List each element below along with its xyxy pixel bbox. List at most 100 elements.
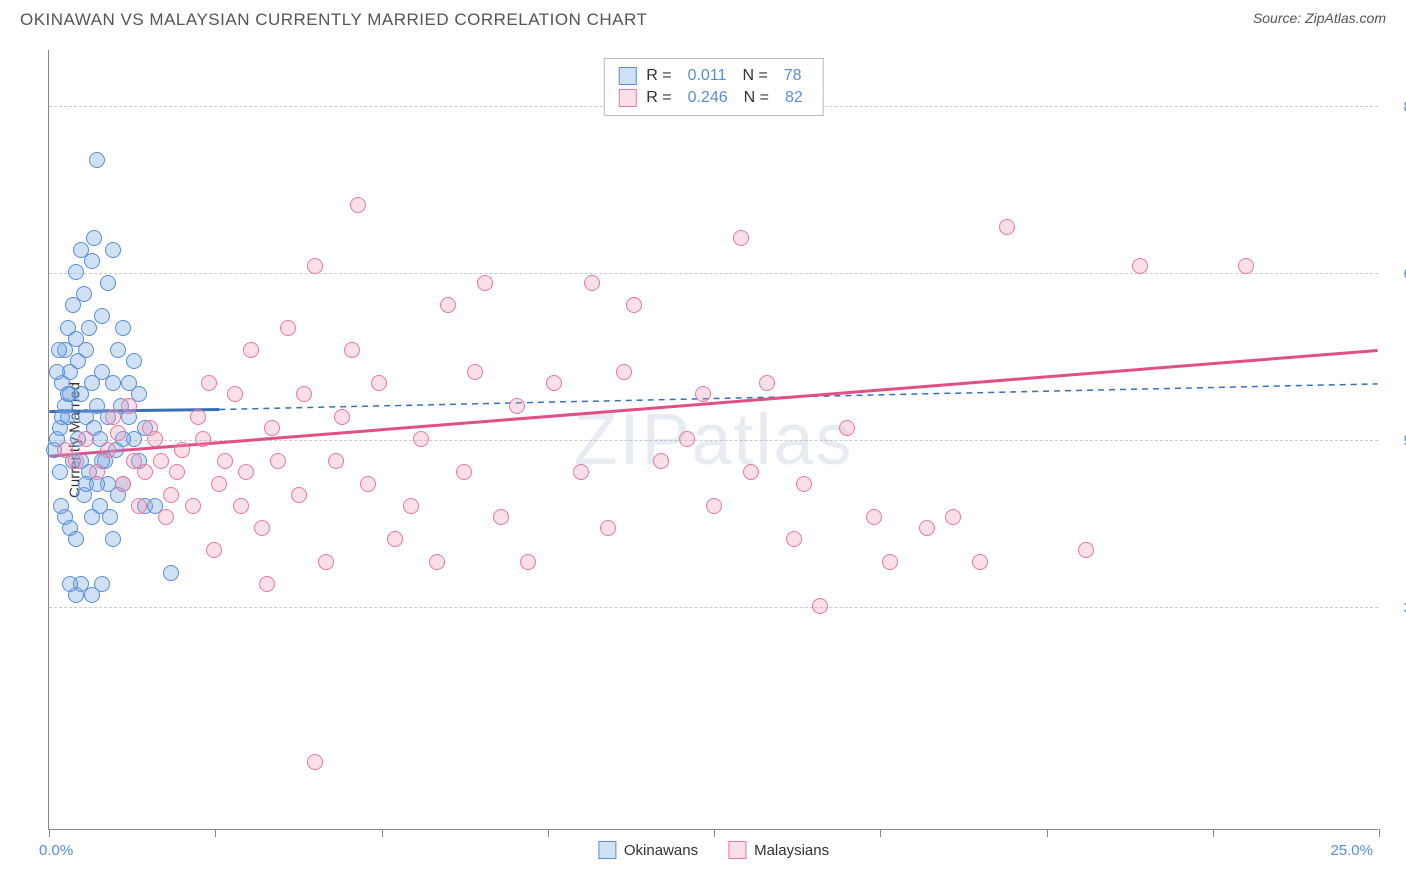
legend-swatch [728, 841, 746, 859]
scatter-point [126, 353, 142, 369]
stat-n-label: N = [742, 67, 767, 85]
scatter-point [89, 464, 105, 480]
scatter-point [509, 398, 525, 414]
x-tick [215, 829, 216, 837]
scatter-point [259, 576, 275, 592]
scatter-point [919, 520, 935, 536]
scatter-point [105, 409, 121, 425]
scatter-point [344, 342, 360, 358]
plot-area: Currently Married 80.0%65.0%50.0%35.0% Z… [48, 50, 1378, 830]
stats-legend: R =0.011N =78R =0.246N =82 [603, 58, 824, 116]
scatter-point [440, 297, 456, 313]
scatter-point [100, 442, 116, 458]
scatter-point [51, 342, 67, 358]
x-tick [1379, 829, 1380, 837]
scatter-point [89, 152, 105, 168]
scatter-point [195, 431, 211, 447]
scatter-point [94, 308, 110, 324]
scatter-point [105, 375, 121, 391]
scatter-point [520, 554, 536, 570]
legend-item: Okinawans [598, 841, 698, 859]
scatter-point [1078, 542, 1094, 558]
scatter-point [882, 554, 898, 570]
scatter-point [227, 386, 243, 402]
scatter-point [86, 230, 102, 246]
scatter-point [1238, 258, 1254, 274]
scatter-point [163, 487, 179, 503]
stat-r-value: 0.011 [688, 67, 727, 85]
legend-item: Malaysians [728, 841, 829, 859]
scatter-point [759, 375, 775, 391]
scatter-point [456, 464, 472, 480]
scatter-point [217, 453, 233, 469]
scatter-point [467, 364, 483, 380]
scatter-point [243, 342, 259, 358]
x-tick [714, 829, 715, 837]
scatter-point [291, 487, 307, 503]
scatter-point [254, 520, 270, 536]
scatter-point [153, 453, 169, 469]
scatter-point [264, 420, 280, 436]
scatter-point [616, 364, 632, 380]
scatter-point [174, 442, 190, 458]
scatter-point [334, 409, 350, 425]
scatter-point [238, 464, 254, 480]
scatter-point [706, 498, 722, 514]
legend-label: Malaysians [754, 842, 829, 859]
scatter-point [733, 230, 749, 246]
scatter-point [201, 375, 217, 391]
scatter-point [110, 342, 126, 358]
stat-n-label: N = [744, 89, 769, 107]
scatter-point [169, 464, 185, 480]
scatter-point [786, 531, 802, 547]
scatter-point [796, 476, 812, 492]
scatter-point [584, 275, 600, 291]
scatter-point [84, 253, 100, 269]
scatter-point [94, 576, 110, 592]
scatter-point [62, 576, 78, 592]
x-tick [382, 829, 383, 837]
scatter-point [137, 464, 153, 480]
stats-row: R =0.246N =82 [618, 87, 809, 109]
x-tick [1047, 829, 1048, 837]
scatter-point [573, 464, 589, 480]
y-tick-label: 50.0% [1386, 433, 1406, 450]
stat-n-value: 82 [785, 89, 803, 107]
scatter-point [653, 453, 669, 469]
x-axis-min-label: 0.0% [39, 842, 73, 859]
scatter-point [68, 531, 84, 547]
scatter-point [350, 197, 366, 213]
scatter-point [53, 498, 69, 514]
scatter-point [945, 509, 961, 525]
scatter-point [49, 364, 65, 380]
gridline: 35.0% [49, 607, 1378, 608]
scatter-point [477, 275, 493, 291]
scatter-point [743, 464, 759, 480]
scatter-point [158, 509, 174, 525]
stats-row: R = 0.011 N = 78 [618, 65, 809, 87]
scatter-point [81, 320, 97, 336]
scatter-point [270, 453, 286, 469]
stat-r-label: R = [646, 67, 671, 85]
scatter-point [185, 498, 201, 514]
stat-r-label: R = [646, 89, 671, 107]
scatter-point [211, 476, 227, 492]
scatter-point [84, 509, 100, 525]
legend-swatch [618, 89, 636, 107]
stat-n-value: 78 [784, 67, 802, 85]
x-tick [548, 829, 549, 837]
scatter-point [307, 754, 323, 770]
scatter-point [115, 476, 131, 492]
scatter-point [78, 431, 94, 447]
x-tick [49, 829, 50, 837]
scatter-point [318, 554, 334, 570]
y-tick-label: 35.0% [1386, 600, 1406, 617]
scatter-point [972, 554, 988, 570]
scatter-point [121, 398, 137, 414]
scatter-point [60, 386, 76, 402]
scatter-point [695, 386, 711, 402]
gridline: 50.0% [49, 440, 1378, 441]
scatter-point [493, 509, 509, 525]
scatter-point [360, 476, 376, 492]
scatter-point [68, 453, 84, 469]
